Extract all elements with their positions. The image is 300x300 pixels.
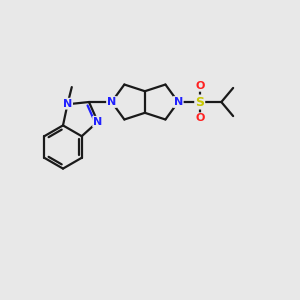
Text: N: N	[107, 97, 116, 107]
Text: N: N	[93, 117, 102, 127]
Text: N: N	[173, 97, 183, 107]
Text: N: N	[63, 99, 72, 109]
Text: S: S	[195, 95, 204, 109]
Text: O: O	[195, 113, 204, 123]
Text: O: O	[195, 81, 204, 91]
